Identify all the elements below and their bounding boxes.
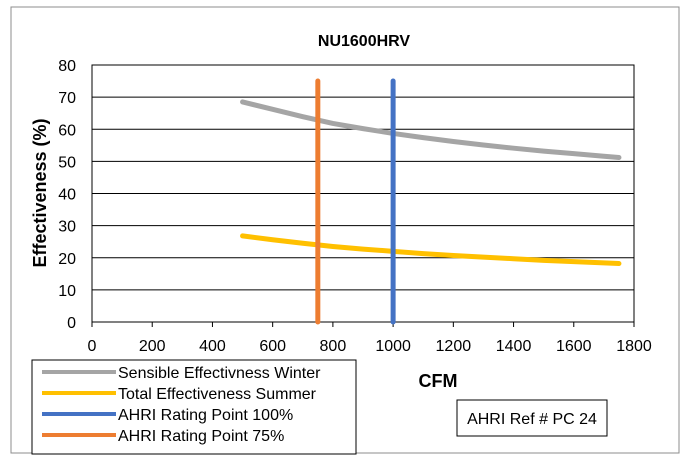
x-tick-label: 1600 [556, 338, 592, 355]
x-tick-label: 1000 [375, 338, 411, 355]
x-tick-label: 600 [259, 338, 286, 355]
x-tick-label: 1400 [496, 338, 532, 355]
plot-area-border [91, 64, 635, 323]
legend-label-ahri-rating-point-75: AHRI Rating Point 75% [118, 428, 284, 445]
y-axis-ticks: 0 10 20 30 40 50 60 70 80 [58, 58, 76, 332]
y-tick-label: 30 [58, 219, 76, 236]
y-tick-label: 40 [58, 187, 76, 204]
y-tick-label: 10 [58, 283, 76, 300]
x-tick-label: 800 [320, 338, 347, 355]
ahri-ref-frame [456, 399, 608, 437]
series-layer [240, 78, 622, 325]
y-tick-label: 50 [58, 154, 76, 171]
legend: Sensible Effectivness Winter Total Effect… [31, 359, 357, 455]
y-axis-title: Effectiveness (%) [30, 118, 50, 267]
legend-box [31, 359, 357, 455]
y-tick-label: 70 [58, 90, 76, 107]
x-tick-label: 400 [199, 338, 226, 355]
x-tick-label: 1800 [616, 338, 652, 355]
y-tick-label: 80 [58, 58, 76, 75]
x-tick-label: 0 [88, 338, 97, 355]
y-tick-label: 0 [67, 315, 76, 332]
legend-label-total-effectiveness-summer: Total Effectiveness Summer [118, 386, 317, 403]
x-axis-title: CFM [419, 371, 458, 391]
chart-title: NU1600HRV [318, 33, 411, 50]
x-tick-label: 200 [139, 338, 166, 355]
y-tick-label: 20 [58, 251, 76, 268]
legend-label-sensible-effectivness-winter: Sensible Effectivness Winter [118, 365, 321, 382]
ahri-ref-box: AHRI Ref # PC 24 [456, 399, 608, 437]
ahri-ref-label: AHRI Ref # PC 24 [467, 411, 597, 428]
x-tick-label: 1200 [436, 338, 472, 355]
series-line-sensible-effectivness-winter [240, 99, 622, 161]
series-line-total-effectiveness-summer [240, 233, 622, 267]
legend-label-ahri-rating-point-100: AHRI Rating Point 100% [118, 407, 293, 424]
y-tick-label: 60 [58, 122, 76, 139]
x-axis-ticks: 0 200 400 600 800 1000 1200 1400 1600 1800 [88, 322, 652, 355]
